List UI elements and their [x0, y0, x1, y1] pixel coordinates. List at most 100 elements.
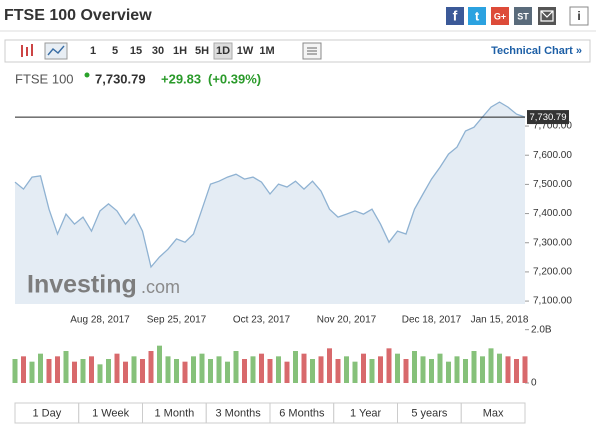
volume-bar	[55, 356, 60, 383]
volume-bar	[89, 356, 94, 383]
y-tick-label: 7,700.00	[533, 121, 572, 132]
volume-bar	[29, 361, 35, 383]
interval-buttons: 1 5 15 30 1H 5H 1D 1W 1M	[90, 42, 275, 60]
volume-bar	[284, 361, 290, 383]
volume-bar	[233, 351, 239, 383]
volume-bar	[369, 359, 375, 383]
volume-bar	[395, 353, 400, 383]
facebook-icon[interactable]	[446, 7, 464, 25]
volume-bar	[412, 351, 417, 383]
volume-bar	[463, 359, 468, 383]
settings-glyph	[307, 47, 317, 55]
last-price-label: 7,730.79	[530, 112, 567, 123]
stocktwits-icon[interactable]	[514, 7, 532, 25]
interval-button[interactable]: 5	[112, 45, 118, 57]
info-icon[interactable]	[569, 6, 589, 26]
volume-bar	[165, 356, 171, 383]
volume-bar	[276, 356, 281, 383]
y-tick-label: 7,300.00	[533, 237, 572, 248]
range-button[interactable]	[460, 402, 526, 424]
facebook-glyph: f	[453, 8, 458, 24]
volume-bar	[522, 356, 528, 383]
range-label: 1 Week	[92, 407, 130, 419]
interval-button[interactable]: 15	[130, 45, 142, 57]
volume-bar	[352, 361, 358, 383]
quote-change-percent: (+0.39%)	[208, 71, 261, 86]
interval-selected	[213, 42, 233, 60]
x-tick-label: Oct 23, 2017	[233, 315, 291, 326]
volume-bar	[199, 353, 205, 383]
chart-type-icons	[21, 42, 322, 60]
interval-button[interactable]: 1M	[259, 45, 274, 57]
volume-bar	[242, 359, 247, 383]
x-tick-label: Dec 18, 2017	[402, 315, 462, 326]
volume-bar	[497, 353, 502, 383]
volume-bar	[174, 359, 179, 383]
interval-button[interactable]: 1W	[237, 45, 254, 57]
interval-button[interactable]: 1	[90, 45, 96, 57]
interval-button[interactable]: 1D	[216, 45, 230, 57]
range-label: 1 Day	[33, 407, 62, 419]
info-glyph: i	[577, 9, 580, 23]
twitter-icon[interactable]	[468, 7, 486, 25]
x-tick-label: Sep 25, 2017	[147, 315, 207, 326]
status-dot	[84, 72, 90, 78]
volume-bar	[386, 348, 392, 383]
volume-bar	[480, 356, 485, 383]
volume-bar	[12, 359, 18, 383]
volume-bar	[21, 356, 26, 383]
volume-bar	[327, 348, 332, 383]
volume-bar	[38, 353, 43, 383]
range-label: 3 Months	[216, 407, 262, 419]
y-tick-label: 7,600.00	[533, 150, 572, 161]
email-glyph	[540, 10, 554, 22]
line-glyph	[47, 45, 65, 56]
range-label: 1 Year	[350, 407, 382, 419]
x-tick-label: Aug 28, 2017	[70, 315, 130, 326]
interval-button[interactable]: 1H	[173, 45, 187, 57]
volume-bar	[123, 361, 128, 383]
volume-bar	[182, 361, 188, 383]
volume-bar	[446, 361, 451, 383]
range-label: 5 years	[411, 407, 448, 419]
volume-bar	[335, 359, 341, 383]
volume-bar	[208, 359, 213, 383]
volume-bar	[191, 356, 196, 383]
volume-tick-label: 2.0B	[531, 324, 552, 335]
volume-bar	[378, 356, 383, 383]
page-title: FTSE 100 Overview	[4, 7, 152, 24]
area-fill	[15, 102, 525, 304]
volume-bar	[505, 356, 511, 383]
quote-price: 7,730.79	[95, 71, 146, 86]
volume-bar	[267, 359, 273, 383]
volume-bar	[420, 356, 426, 383]
candle-icon[interactable]	[21, 44, 33, 57]
volume-bar	[106, 359, 111, 383]
volume-bar	[216, 356, 222, 383]
volume-bar	[429, 359, 434, 383]
x-tick-label: Jan 15, 2018	[471, 315, 529, 326]
quote-name: FTSE 100	[15, 71, 74, 86]
interval-button[interactable]: 30	[152, 45, 164, 57]
volume-bar	[310, 359, 315, 383]
volume-bar	[293, 351, 298, 383]
volume-bar	[250, 356, 256, 383]
volume-bar	[318, 356, 324, 383]
volume-bar	[361, 353, 366, 383]
volume-bar	[148, 351, 154, 383]
y-tick-label: 7,200.00	[533, 267, 572, 278]
volume-bar	[488, 348, 494, 383]
twitter-glyph: t	[475, 8, 480, 23]
volume-bar	[403, 359, 409, 383]
volume-bar	[454, 356, 460, 383]
volume-bar	[114, 353, 120, 383]
last-price-tag	[527, 110, 569, 125]
volume-bar	[140, 359, 145, 383]
technical-chart-link[interactable]: Technical Chart »	[491, 45, 582, 57]
stocktwits-label: ST	[517, 11, 529, 21]
volume-bar	[514, 359, 519, 383]
gplus-icon[interactable]	[491, 7, 509, 25]
interval-button[interactable]: 5H	[195, 45, 209, 57]
toolbar	[4, 39, 591, 63]
